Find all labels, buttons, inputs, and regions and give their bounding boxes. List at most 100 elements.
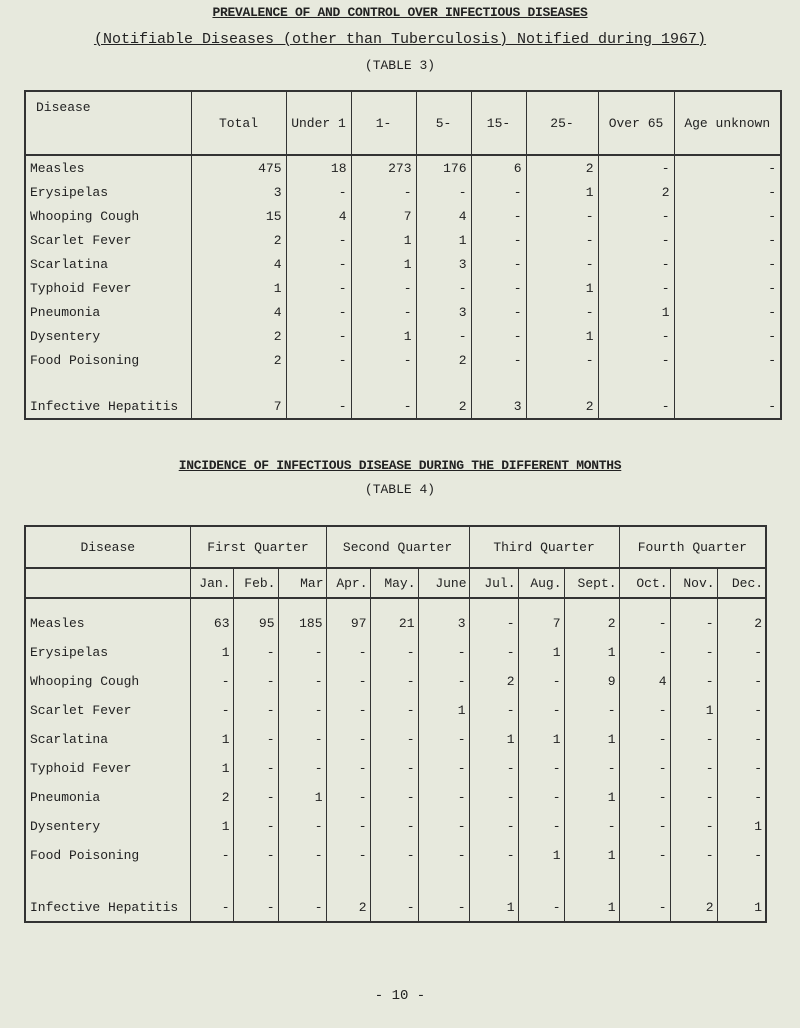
table3-label: (TABLE 3) — [364, 58, 436, 73]
table-row: Erysipelas 3- - - -1 2- — [24, 180, 782, 204]
table-row: Whooping Cough - - - - - -2-9 4- - — [24, 667, 767, 696]
disease-name-cell: Scarlatina — [24, 252, 192, 276]
count-cell: 3 — [415, 300, 472, 324]
count-cell: 2 — [525, 155, 599, 180]
count-cell: - — [232, 667, 279, 696]
count-cell: - — [285, 252, 352, 276]
count-cell: 1 — [277, 783, 327, 812]
count-cell: 475 — [190, 155, 287, 180]
count-cell: - — [673, 324, 782, 348]
count-cell: - — [470, 348, 527, 372]
count-cell: - — [470, 228, 527, 252]
count-cell: - — [673, 348, 782, 372]
count-cell: - — [470, 252, 527, 276]
count-cell: - — [189, 667, 234, 696]
column-header: Over 65 — [597, 90, 675, 156]
count-cell: - — [417, 667, 470, 696]
table3-header-row: Disease Total Under 1 1- 5- 15- 25- Over 65 Age … — [24, 90, 782, 156]
month-header: June — [417, 567, 470, 599]
count-cell: - — [618, 754, 671, 783]
count-cell: - — [232, 696, 279, 725]
count-cell: - — [525, 228, 599, 252]
disease-name-cell: Infective Hepatitis — [24, 372, 192, 419]
count-cell: 1 — [563, 841, 620, 870]
count-cell: - — [350, 180, 417, 204]
count-cell: - — [415, 180, 472, 204]
column-header: Age unknown — [673, 90, 782, 156]
count-cell: - — [468, 812, 519, 841]
count-cell: 1 — [415, 228, 472, 252]
table-row: Scarlet Fever - - - - -1- - - -1- — [24, 696, 767, 725]
count-cell: 176 — [415, 155, 472, 180]
count-cell: - — [618, 870, 671, 922]
count-cell: 1 — [563, 725, 620, 754]
quarter-header: Fourth Quarter — [618, 525, 767, 569]
count-cell: 1 — [189, 754, 234, 783]
count-cell: - — [673, 204, 782, 228]
count-cell: - — [325, 754, 371, 783]
count-cell: 1 — [517, 725, 565, 754]
count-cell: - — [369, 812, 419, 841]
month-header: Apr. — [325, 567, 371, 599]
count-cell: 1 — [716, 812, 767, 841]
count-cell: - — [597, 228, 675, 252]
table-row: Erysipelas 1- - - - - -1 1- - - — [24, 638, 767, 667]
count-cell: 1 — [563, 870, 620, 922]
table-row: Dysentery 2-1- -1- - — [24, 324, 782, 348]
table-row: Typhoid Fever 1- - - - - - - - - - - — [24, 754, 767, 783]
count-cell: - — [468, 783, 519, 812]
disease-name-cell: Scarlatina — [24, 725, 191, 754]
count-cell: 2 — [190, 348, 287, 372]
count-cell: 2 — [415, 372, 472, 419]
month-header: Mar — [277, 567, 327, 599]
count-cell: - — [716, 667, 767, 696]
count-cell: - — [618, 598, 671, 638]
count-cell: 2 — [563, 598, 620, 638]
count-cell: 4 — [190, 252, 287, 276]
count-cell: - — [350, 348, 417, 372]
column-header: 5- — [415, 90, 472, 156]
count-cell: 3 — [190, 180, 287, 204]
count-cell: - — [669, 841, 718, 870]
month-header: Jan. — [189, 567, 234, 599]
column-header: 1- — [350, 90, 417, 156]
quarter-header: Third Quarter — [468, 525, 620, 569]
count-cell: - — [597, 204, 675, 228]
count-cell: - — [618, 841, 671, 870]
count-cell: - — [597, 372, 675, 419]
disease-header: Disease — [24, 525, 191, 569]
table-row: Measles 63 95 185 97 21 3-7 2- -2 — [24, 598, 767, 638]
count-cell: - — [189, 870, 234, 922]
count-cell: - — [563, 812, 620, 841]
count-cell: - — [470, 204, 527, 228]
count-cell: - — [470, 276, 527, 300]
count-cell: 1 — [350, 252, 417, 276]
table-row: Whooping Cough 15 4 7 4- - - - — [24, 204, 782, 228]
count-cell: - — [517, 696, 565, 725]
count-cell: - — [369, 783, 419, 812]
count-cell: 2 — [190, 228, 287, 252]
count-cell: - — [525, 348, 599, 372]
page-subheading: (Notifiable Diseases (other than Tubercu… — [93, 31, 707, 48]
count-cell: - — [669, 725, 718, 754]
count-cell: - — [369, 841, 419, 870]
count-cell: - — [285, 300, 352, 324]
count-cell: 1 — [525, 180, 599, 204]
count-cell: 1 — [189, 725, 234, 754]
table-row: Pneumonia 2-1- - - - -1- - - — [24, 783, 767, 812]
count-cell: - — [325, 812, 371, 841]
count-cell: - — [468, 754, 519, 783]
count-cell: - — [232, 841, 279, 870]
month-header: Aug. — [517, 567, 565, 599]
count-cell: 7 — [517, 598, 565, 638]
count-cell: - — [417, 870, 470, 922]
count-cell: 3 — [470, 372, 527, 419]
count-cell: - — [673, 228, 782, 252]
count-cell: - — [468, 598, 519, 638]
count-cell: - — [285, 324, 352, 348]
count-cell: - — [232, 783, 279, 812]
disease-name-cell: Scarlet Fever — [24, 696, 191, 725]
count-cell: 1 — [417, 696, 470, 725]
count-cell: - — [618, 638, 671, 667]
disease-name-cell: Infective Hepatitis — [24, 870, 191, 922]
